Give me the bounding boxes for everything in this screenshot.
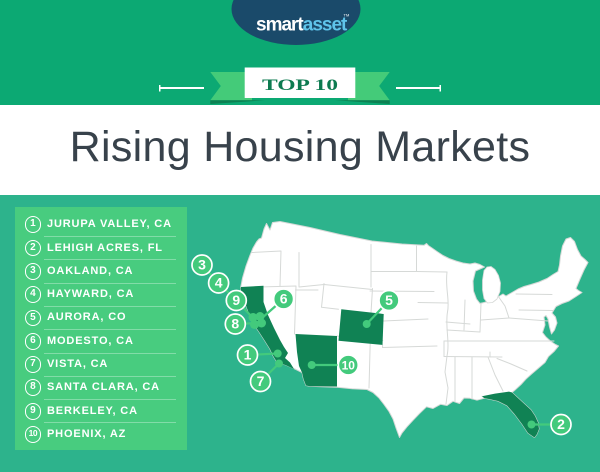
svg-text:5: 5 [385, 292, 393, 308]
svg-text:4: 4 [215, 275, 223, 291]
svg-text:smartasset: smartasset [256, 15, 348, 36]
svg-text:1: 1 [244, 347, 252, 363]
svg-text:9: 9 [232, 292, 240, 308]
svg-text:TM: TM [344, 13, 350, 18]
svg-text:10: 10 [342, 359, 356, 373]
svg-text:2: 2 [557, 416, 565, 432]
svg-text:6: 6 [280, 291, 288, 307]
svg-text:7: 7 [257, 373, 265, 389]
svg-text:TOP 10: TOP 10 [262, 77, 338, 94]
svg-text:3: 3 [198, 257, 206, 273]
svg-text:8: 8 [231, 316, 239, 332]
